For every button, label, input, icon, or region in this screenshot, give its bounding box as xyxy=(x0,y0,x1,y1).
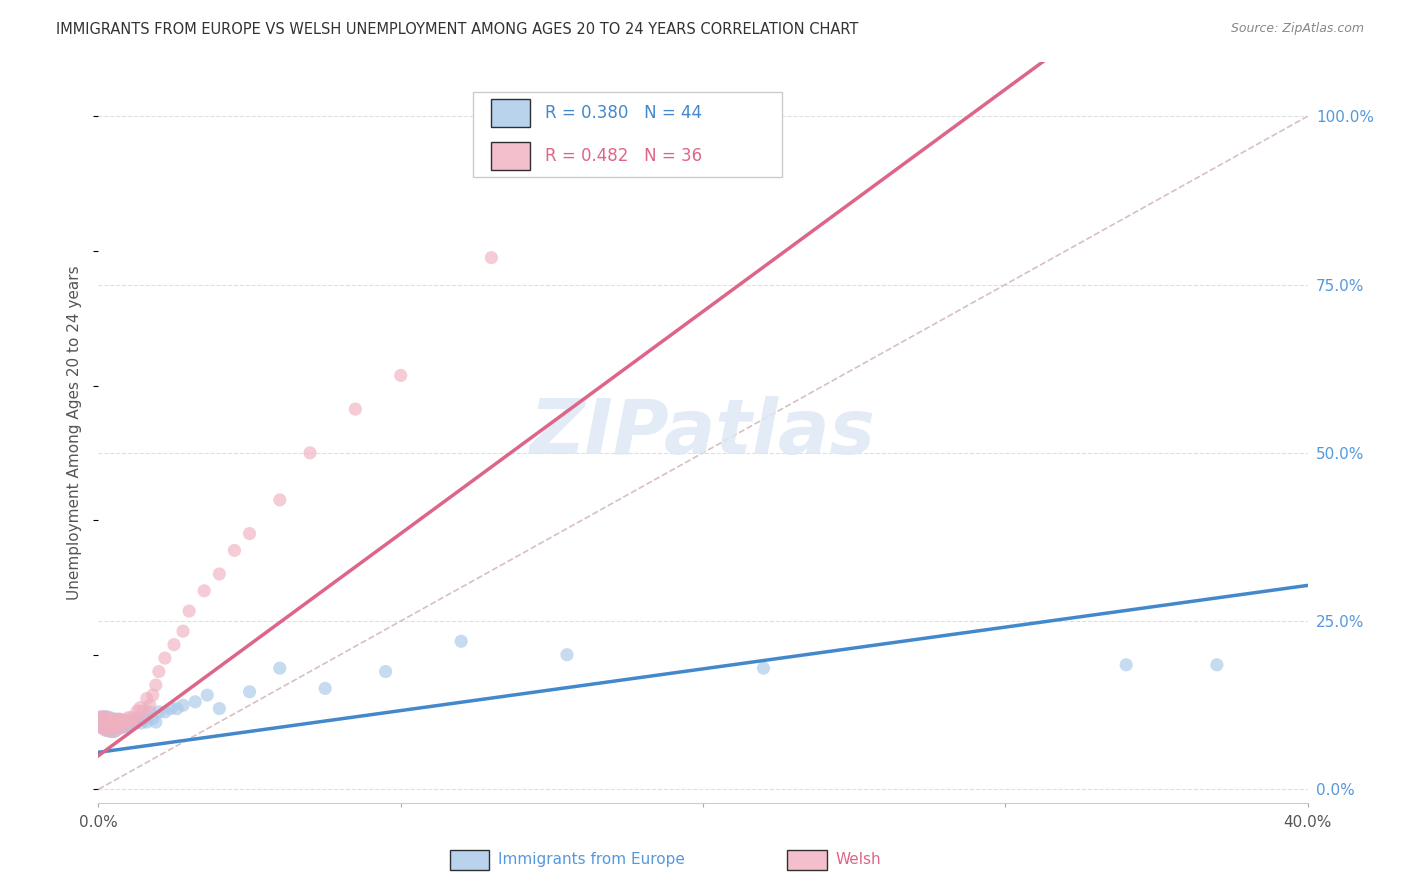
Point xyxy=(129,714,152,729)
FancyBboxPatch shape xyxy=(474,92,782,178)
Y-axis label: Unemployment Among Ages 20 to 24 years: Unemployment Among Ages 20 to 24 years xyxy=(67,265,83,600)
Point xyxy=(314,681,336,696)
Point xyxy=(105,714,128,729)
Point xyxy=(163,638,186,652)
Point xyxy=(1115,657,1137,672)
Point xyxy=(90,714,112,729)
Point xyxy=(132,712,155,726)
Point xyxy=(179,604,201,618)
Point xyxy=(172,698,194,713)
Point xyxy=(103,714,125,729)
Point xyxy=(118,714,141,729)
Point xyxy=(108,714,131,729)
Point xyxy=(111,718,134,732)
Point xyxy=(121,714,143,729)
Point xyxy=(105,718,128,732)
Point xyxy=(132,705,155,719)
Point xyxy=(224,543,246,558)
Point xyxy=(160,701,183,715)
Point xyxy=(752,661,775,675)
Point xyxy=(450,634,472,648)
Point xyxy=(239,526,262,541)
FancyBboxPatch shape xyxy=(492,142,530,170)
Point xyxy=(269,661,291,675)
Text: IMMIGRANTS FROM EUROPE VS WELSH UNEMPLOYMENT AMONG AGES 20 TO 24 YEARS CORRELATI: IMMIGRANTS FROM EUROPE VS WELSH UNEMPLOY… xyxy=(56,22,859,37)
Point xyxy=(129,701,152,715)
Point xyxy=(148,665,170,679)
Point xyxy=(108,714,131,729)
Point xyxy=(118,718,141,732)
Point xyxy=(299,446,322,460)
Point xyxy=(142,712,165,726)
Text: R = 0.380   N = 44: R = 0.380 N = 44 xyxy=(544,104,702,122)
Point xyxy=(96,718,118,732)
Point xyxy=(184,695,207,709)
Point xyxy=(114,714,136,729)
Point xyxy=(93,714,115,729)
Point xyxy=(96,718,118,732)
Point xyxy=(555,648,578,662)
Point xyxy=(374,665,396,679)
Point xyxy=(269,492,291,507)
Point xyxy=(172,624,194,639)
Point xyxy=(103,722,125,736)
Point xyxy=(389,368,412,383)
Point xyxy=(100,714,122,729)
Point xyxy=(127,705,149,719)
Point xyxy=(692,129,714,144)
Point xyxy=(93,714,115,729)
Point xyxy=(208,566,231,581)
Point xyxy=(111,714,134,729)
Point xyxy=(127,712,149,726)
Point xyxy=(100,722,122,736)
Point xyxy=(344,402,367,417)
Point xyxy=(124,714,146,729)
Point xyxy=(145,714,167,729)
Point xyxy=(135,714,157,729)
Point xyxy=(111,714,134,729)
Point xyxy=(166,701,188,715)
Point xyxy=(114,718,136,732)
Point xyxy=(139,698,162,713)
Point xyxy=(142,688,165,702)
FancyBboxPatch shape xyxy=(492,99,530,128)
Point xyxy=(153,651,176,665)
Point xyxy=(108,718,131,732)
Text: R = 0.482   N = 36: R = 0.482 N = 36 xyxy=(544,147,702,165)
Point xyxy=(153,705,176,719)
Point xyxy=(481,251,503,265)
Text: ZIPatlas: ZIPatlas xyxy=(530,396,876,469)
Point xyxy=(121,712,143,726)
Point xyxy=(118,712,141,726)
Point xyxy=(96,714,118,729)
Text: Immigrants from Europe: Immigrants from Europe xyxy=(498,853,685,867)
Point xyxy=(114,714,136,729)
Point xyxy=(135,691,157,706)
Point xyxy=(108,718,131,732)
Point xyxy=(1206,657,1229,672)
Point xyxy=(193,583,215,598)
Point xyxy=(103,722,125,736)
Point xyxy=(148,705,170,719)
Point xyxy=(103,714,125,729)
Text: Welsh: Welsh xyxy=(835,853,880,867)
Point xyxy=(105,714,128,729)
Point xyxy=(139,705,162,719)
Point xyxy=(239,685,262,699)
Point xyxy=(90,714,112,729)
Point xyxy=(145,678,167,692)
Point xyxy=(100,714,122,729)
Point xyxy=(195,688,218,702)
Point xyxy=(208,701,231,715)
Text: Source: ZipAtlas.com: Source: ZipAtlas.com xyxy=(1230,22,1364,36)
Point xyxy=(124,714,146,729)
